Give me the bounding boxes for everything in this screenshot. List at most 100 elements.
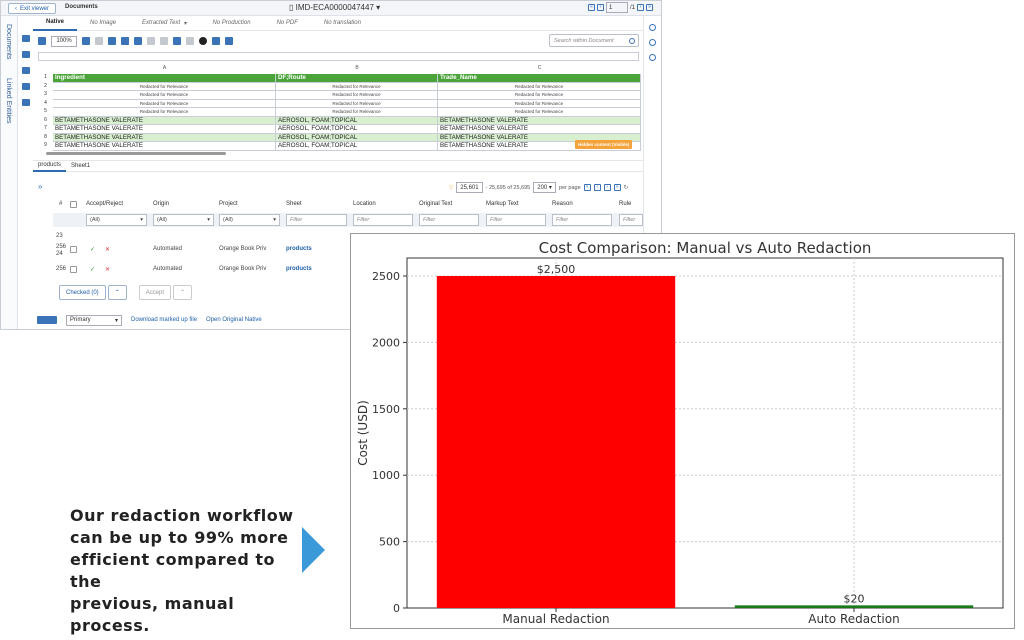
comment-icon[interactable] [649,54,656,61]
tab-native[interactable]: Native [33,16,78,31]
spreadsheet-cell[interactable]: Redacted for Relevance [438,108,641,117]
filter-rule[interactable]: Filter [619,214,643,226]
search-within-document-input[interactable]: Search within Document [549,34,639,47]
filter-sheet[interactable]: Filter [286,214,347,226]
filter-markup-text[interactable]: Filter [486,214,546,226]
horizontal-scrollbar[interactable] [46,152,226,155]
col-accept-reject[interactable]: Accept/Reject [86,201,124,207]
spreadsheet-cell[interactable]: Redacted for Relevance [438,91,641,100]
rotate-icon[interactable] [95,37,103,45]
spreadsheet-cell[interactable]: BETAMETHASONE VALERATE [53,133,276,142]
spreadsheet-cell[interactable]: AEROSOL, FOAM;TOPICAL [276,133,438,142]
spreadsheet-cell[interactable]: Redacted for Relevance [276,91,438,100]
filter-original-text[interactable]: Filter [419,214,479,226]
col-sheet[interactable]: Sheet [286,201,302,207]
spreadsheet-cell[interactable]: Redacted for Relevance [53,99,276,108]
spreadsheet-cell[interactable]: Redacted for Relevance [276,108,438,117]
highlight-icon[interactable] [22,35,30,42]
tab-no-translation[interactable]: No translation [323,20,361,26]
formula-bar[interactable] [38,52,639,61]
zoom-level-input[interactable]: 100% [51,35,77,47]
spreadsheet-cell[interactable]: Trade_Name [438,74,641,83]
linked-entities-rail-tab[interactable]: Linked Entities [5,78,12,124]
eye-icon[interactable] [199,37,207,45]
reject-x-icon[interactable]: ✕ [105,247,111,253]
col-project[interactable]: Project [219,201,238,207]
col-reason[interactable]: Reason [552,201,573,207]
redact-icon[interactable] [173,37,181,45]
spreadsheet-cell[interactable]: AEROSOL, FOAM;TOPICAL [276,116,438,125]
grid-first-icon[interactable]: « [583,184,591,191]
row-sheet-link[interactable]: products [286,266,312,272]
trash-icon[interactable] [212,37,220,45]
accept-check-icon[interactable]: ✓ [90,247,96,253]
filter-icon[interactable]: ▽ [449,184,454,191]
accept-button[interactable]: Accept [138,285,172,300]
tab-no-image[interactable]: No Image [90,20,117,26]
tab-extracted-text[interactable]: Extracted Text ▾ [142,20,187,27]
spreadsheet-cell[interactable]: Redacted for Relevance [53,82,276,91]
spreadsheet-cell[interactable]: Redacted for Relevance [276,99,438,108]
grid-next-icon[interactable]: › [603,184,611,191]
spreadsheet-cell[interactable]: Redacted for Relevance [276,82,438,91]
checked-options-button[interactable]: ⌃ [107,285,127,300]
refresh-icon[interactable]: ↻ [623,184,629,191]
row-checkbox[interactable] [70,266,77,273]
tab-no-pdf[interactable]: No PDF [276,20,298,26]
search-side-icon[interactable] [649,39,656,46]
export-icon[interactable] [225,37,233,45]
select-all-checkbox[interactable] [70,201,77,208]
expand-icon[interactable] [134,37,142,45]
double-chevron-icon[interactable]: » [38,182,43,191]
first-page-icon[interactable]: « [587,4,595,11]
filter-location[interactable]: Filter [353,214,413,226]
spreadsheet-cell[interactable]: AEROSOL, FOAM;TOPICAL [276,142,438,151]
grid-prev-icon[interactable]: ‹ [593,184,601,191]
spreadsheet-cell[interactable]: Redacted for Relevance [438,99,641,108]
spreadsheet-cell[interactable]: DF;Route [276,74,438,83]
grid-row[interactable]: 256 ✓ ✕ Automated Orange Book Priv produ… [53,263,353,277]
zoom-out-icon[interactable] [38,37,46,45]
document-id-dropdown[interactable]: ▯ IMD-ECA0000047447 ▾ [289,3,381,12]
layout-icon[interactable] [37,316,57,324]
filter-project[interactable]: (All) ▾ [219,214,280,226]
hidden-content-badge[interactable]: Hidden content (Visible) [575,140,633,149]
search-icon[interactable] [629,38,635,44]
spreadsheet-cell[interactable]: AEROSOL, FOAM;TOPICAL [276,125,438,134]
row-sheet-link[interactable]: products [286,246,312,252]
accept-options-button[interactable]: ⌃ [173,285,193,300]
sheet-tab-products[interactable]: products [33,160,67,172]
prev-page-icon[interactable]: ‹ [596,4,604,11]
spreadsheet-cell[interactable]: BETAMETHASONE VALERATE [438,142,641,151]
spreadsheet-cell[interactable]: Redacted for Relevance [53,108,276,117]
col-original-text[interactable]: Original Text [419,201,453,207]
col-markup-text[interactable]: Markup Text [486,201,519,207]
zoom-in-icon[interactable] [82,37,90,45]
spreadsheet-cell[interactable]: Redacted for Relevance [53,91,276,100]
open-original-native-link[interactable]: Open Original Native [206,317,262,323]
copy-icon[interactable] [160,37,168,45]
sheet-tab-sheet1[interactable]: Sheet1 [71,163,91,169]
tab-no-production[interactable]: No Production [212,20,251,26]
filter-origin[interactable]: (All) ▾ [153,214,214,226]
link-icon[interactable] [186,37,194,45]
reject-x-icon[interactable]: ✕ [105,267,111,273]
layers-icon[interactable] [649,24,656,31]
spreadsheet-cell[interactable]: BETAMETHASONE VALERATE [53,125,276,134]
grid-last-icon[interactable]: » [613,184,621,191]
spreadsheet-cell[interactable]: BETAMETHASONE VALERATE [438,125,641,134]
primary-select[interactable]: Primary ▾ [66,314,122,326]
filter-reason[interactable]: Filter [552,214,612,226]
spreadsheet-cell[interactable]: BETAMETHASONE VALERATE [53,142,276,151]
grid-icon[interactable] [147,37,155,45]
checked-button[interactable]: Checked (0) [59,285,106,300]
page-number-input[interactable]: 1 [605,2,628,13]
image-icon[interactable] [22,51,30,58]
grid-page-input[interactable]: 25,601 [456,182,483,193]
spreadsheet-cell[interactable]: Ingredient [53,74,276,83]
mail-icon[interactable] [22,83,30,90]
last-page-icon[interactable]: » [646,4,653,11]
col-rule[interactable]: Rule [619,201,632,207]
grid-row[interactable]: 23 [53,230,353,244]
list-icon[interactable] [22,99,30,106]
